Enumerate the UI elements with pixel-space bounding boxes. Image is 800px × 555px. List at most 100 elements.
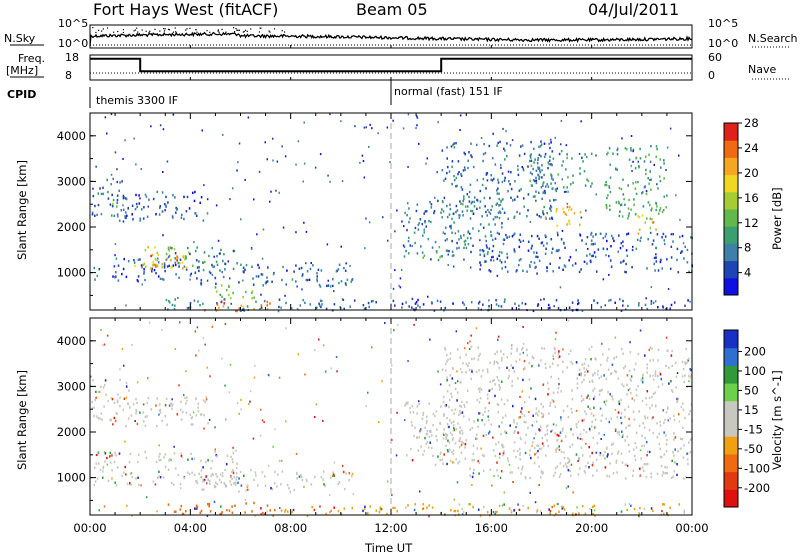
freq-label-2: [MHz] (6, 64, 39, 77)
nsky-spike (145, 30, 147, 32)
xtick-label: 08:00 (274, 521, 307, 535)
velocity-colorbar-tick-label: -100 (744, 461, 770, 475)
power-colorbar-swatch (724, 277, 738, 296)
nsearch-label: N.Search (748, 32, 798, 45)
nsky-spike (206, 30, 208, 32)
xtick-label: 00:00 (73, 521, 106, 535)
nsky-spike (238, 29, 241, 31)
nsky-spike (149, 30, 151, 32)
xtick-label: 04:00 (174, 521, 207, 535)
nsky-spike (134, 29, 137, 31)
nsky-spike (195, 28, 197, 31)
nsky-spike (233, 30, 236, 33)
nsky-spike (281, 30, 283, 32)
velocity-colorbar-tick-label: 100 (744, 364, 766, 378)
power-colorbar-swatch (724, 260, 738, 279)
nsky-spike (102, 28, 104, 30)
power-colorbar-swatch (724, 209, 738, 227)
velocity-colorbar-tick-label: 200 (744, 344, 766, 358)
xtick-label: 16:00 (475, 521, 508, 535)
nsky-spike (167, 28, 170, 30)
nsky-spike (233, 27, 235, 29)
nsky-spike (221, 28, 223, 30)
nsky-spike (163, 28, 165, 30)
nsky-spike (117, 30, 119, 33)
vel-ytick-label: 3000 (57, 379, 86, 393)
nsky-spike (97, 29, 100, 31)
velocity-colorbar-swatch (724, 347, 738, 366)
nsky-spike (175, 31, 177, 33)
power-ytick-label: 4000 (57, 129, 86, 143)
velocity-colorbar-swatch (724, 453, 738, 473)
nsky-spike (243, 30, 245, 33)
station-title: Fort Hays West (fitACF) (93, 0, 279, 19)
velocity-colorbar-tick-label: -15 (744, 422, 763, 436)
velocity-colorbar-swatch (724, 383, 738, 402)
nsky-spike (106, 27, 109, 29)
nsky-spike (217, 29, 219, 31)
velocity-colorbar-swatch (724, 489, 738, 508)
nsky-spike (137, 31, 139, 33)
nsky-spike (174, 27, 176, 29)
power-panel-bg (90, 113, 692, 310)
vel-ytick-label: 1000 (57, 471, 86, 485)
nsky-spike (209, 31, 211, 33)
nsky-spike (154, 28, 156, 30)
nsky-spike (133, 30, 135, 32)
nsky-spike (246, 30, 248, 32)
nsky-spike (148, 31, 150, 34)
power-colorbar-tick-label: 4 (744, 266, 751, 280)
nsky-spike (164, 28, 166, 30)
nave-bottom-tick: 0 (708, 69, 715, 82)
power-colorbar-tick-label: 24 (744, 141, 759, 155)
nsky-spike (168, 29, 171, 31)
nsky-spike (92, 27, 94, 29)
xtick-label: 12:00 (374, 521, 407, 535)
nsky-spike (260, 27, 262, 29)
cpid-segment-1: themis 3300 IF (96, 94, 179, 107)
noise-top-tick-right: 10^5 (708, 17, 739, 30)
nsky-spike (268, 30, 270, 32)
power-ytick-label: 2000 (57, 220, 86, 234)
power-colorbar-swatch (724, 191, 738, 210)
nsky-spike (217, 30, 219, 32)
nsky-spike (235, 28, 237, 30)
power-ytick-label: 3000 (57, 174, 86, 188)
nsky-spike (122, 28, 125, 31)
freq-top-tick: 18 (65, 51, 79, 64)
nsky-spike (189, 27, 191, 29)
nsky-spike (244, 29, 247, 31)
nsky-spike (242, 31, 244, 33)
nsky-spike (236, 29, 238, 31)
nsky-spike (218, 31, 220, 33)
freq-label-1: Freq. (18, 52, 46, 65)
noise-bottom-tick: 10^0 (58, 37, 89, 50)
power-colorbar-swatch (724, 226, 738, 244)
nsky-spike (136, 27, 138, 29)
nsky-spike (163, 30, 165, 32)
nsky-spike (259, 27, 261, 29)
power-cells (91, 113, 693, 313)
velocity-colorbar-tick-label: 15 (744, 403, 759, 417)
power-colorbar-tick-label: 8 (744, 241, 751, 255)
nsky-spike (100, 30, 103, 32)
velocity-colorbar-frame (723, 329, 739, 508)
nsky-spike (283, 31, 286, 33)
velocity-colorbar-swatch (724, 436, 738, 455)
velocity-colorbar-swatch (724, 330, 738, 349)
nsky-spike (113, 31, 115, 33)
power-colorbar-tick-label: 16 (744, 191, 759, 205)
nsky-spike (273, 28, 276, 30)
date-title: 04/Jul/2011 (588, 0, 680, 19)
nsky-spike (225, 31, 227, 33)
nsky-spike (196, 31, 198, 33)
power-colorbar-tick-label: 12 (744, 216, 759, 230)
nsky-spike (172, 31, 175, 33)
nsky-spike (185, 29, 187, 31)
freq-bottom-tick: 8 (65, 69, 72, 82)
beam-title: Beam 05 (356, 0, 428, 19)
nsky-spike (237, 29, 239, 31)
nsky-label: N.Sky (4, 32, 36, 45)
nsky-spike (269, 31, 271, 33)
